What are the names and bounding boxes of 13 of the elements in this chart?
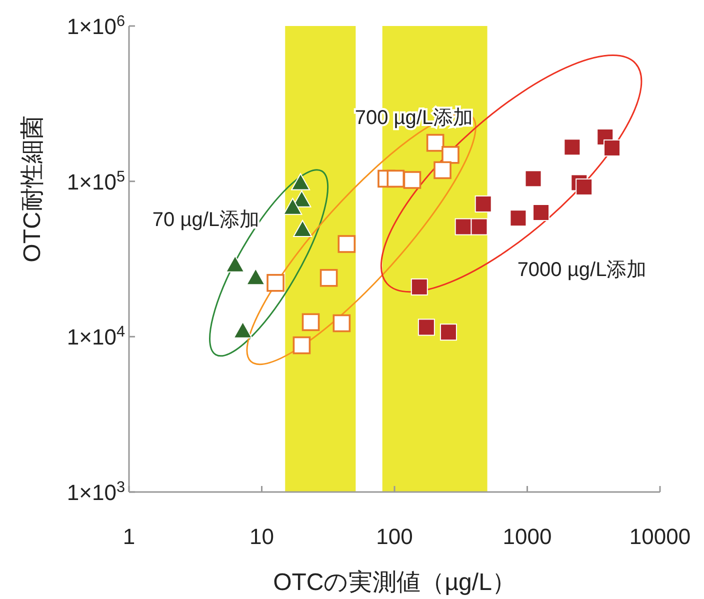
y-tick-label: 1×10$^{5}$ <box>66 168 125 194</box>
annotation: 70 µg/L添加 <box>152 209 260 231</box>
annotation: 7000 µg/L添加 <box>517 259 647 281</box>
x-tick-label: 10000 <box>629 524 691 549</box>
x-tick-label: 100 <box>376 524 413 549</box>
x-tick-label: 1 <box>122 524 136 549</box>
x-tick-label: 10 <box>250 524 274 549</box>
y-tick-label: 1×10$^{6}$ <box>66 12 125 39</box>
y-axis-title: OTC耐性細菌 <box>19 116 46 262</box>
y-tick-label: 1×10$^{3}$ <box>66 478 125 505</box>
y-tick-label: 1×10$^{4}$ <box>66 323 126 350</box>
x-tick-label: 1000 <box>502 524 552 549</box>
x-axis-title: OTCの実測値（µg/L） <box>273 569 516 596</box>
